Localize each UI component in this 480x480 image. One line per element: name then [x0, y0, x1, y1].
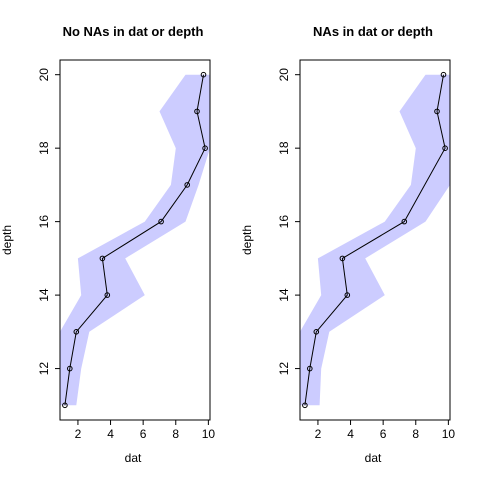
data-point [440, 71, 447, 78]
data-point [62, 402, 68, 409]
series-line [64, 74, 206, 406]
series-line [304, 74, 446, 406]
data-point [339, 255, 346, 262]
x-tick-label: 8 [412, 427, 419, 441]
x-tick-label: 10 [202, 427, 216, 441]
confidence-band [60, 74, 210, 406]
x-tick-label: 10 [442, 427, 456, 441]
x-tick-label: 8 [172, 427, 179, 441]
x-axis-label: dat [125, 451, 142, 465]
y-tick-label: 12 [277, 362, 291, 376]
data-point [200, 71, 207, 78]
plot-frame [299, 59, 451, 421]
chart-panel-right: NAs in dat or depth dat depth 2 4 6 8 10 12 14… [240, 24, 455, 465]
data-point [158, 218, 164, 225]
data-point [401, 218, 408, 225]
data-point [434, 108, 440, 115]
y-tick-label: 16 [37, 215, 51, 229]
data-point [73, 329, 80, 335]
data-point [442, 145, 448, 151]
data-point [184, 182, 190, 188]
y-tick-label: 12 [37, 362, 51, 376]
data-point [307, 365, 313, 372]
x-tick-label: 6 [140, 427, 147, 441]
plot-frame [59, 59, 211, 421]
data-point [313, 329, 320, 335]
x-tick-label: 2 [75, 427, 82, 441]
y-axis-label: depth [0, 225, 14, 255]
data-point [202, 145, 208, 151]
x-tick-label: 6 [380, 427, 387, 441]
y-axis-label: depth [240, 225, 254, 255]
data-point [194, 108, 200, 115]
y-tick-label: 20 [37, 68, 51, 82]
confidence-band [300, 74, 450, 406]
y-tick-label: 18 [277, 141, 291, 155]
data-point [104, 292, 111, 298]
data-point [99, 255, 106, 262]
data-point [67, 365, 73, 372]
data-point [344, 292, 351, 298]
x-tick-label: 2 [315, 427, 322, 441]
y-tick-label: 16 [277, 215, 291, 229]
y-tick-label: 20 [277, 68, 291, 82]
chart-title: No NAs in dat or depth [63, 24, 204, 39]
y-tick-label: 14 [37, 288, 51, 302]
x-tick-label: 4 [347, 427, 354, 441]
chart-panel-left: No NAs in dat or depth dat depth 2 4 6 8 10 1… [0, 24, 215, 465]
x-tick-label: 4 [107, 427, 114, 441]
x-axis-label: dat [365, 451, 382, 465]
chart-title: NAs in dat or depth [313, 24, 433, 39]
data-point [302, 402, 308, 409]
y-tick-label: 14 [277, 288, 291, 302]
y-tick-label: 18 [37, 141, 51, 155]
